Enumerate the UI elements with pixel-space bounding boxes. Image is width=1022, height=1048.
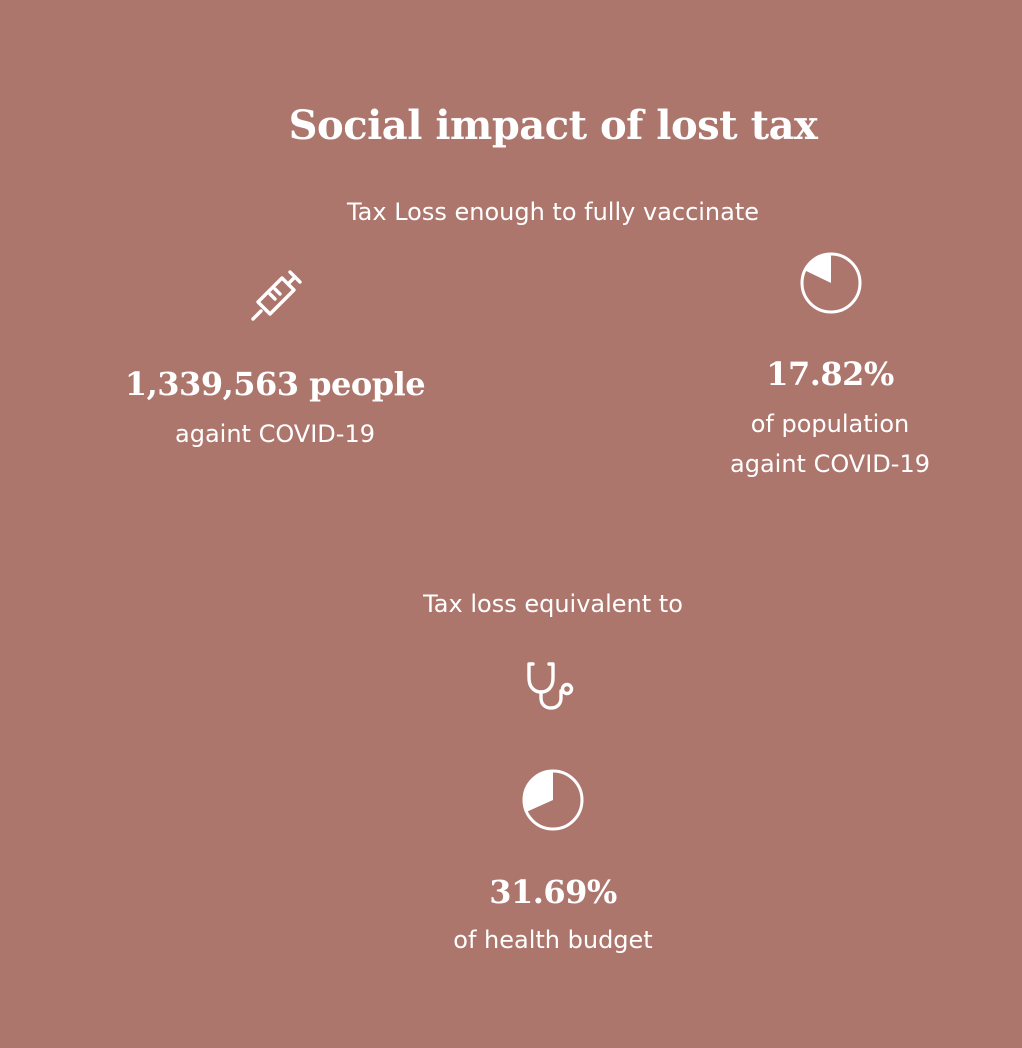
population-share-value: 17.82% [766,355,894,393]
syringe-icon [251,270,302,321]
health-share-value: 31.69% [489,873,617,911]
vaccination-heading: Tax Loss enough to fully vaccinate [346,198,760,226]
pie-chart-icon [800,252,862,314]
page-title: Social impact of lost tax [288,102,818,149]
health-heading: Tax loss equivalent to [423,590,683,618]
pie-chart-icon [522,769,584,831]
vaccinated-people-value: 1,339,563 people [124,365,426,403]
vaccinated-people-caption: againt COVID-19 [175,420,375,448]
population-caption-line2: againt COVID-19 [730,450,930,478]
stethoscope-icon [527,662,574,710]
population-caption-line1: of population [750,410,910,438]
health-caption: of health budget [453,926,653,954]
